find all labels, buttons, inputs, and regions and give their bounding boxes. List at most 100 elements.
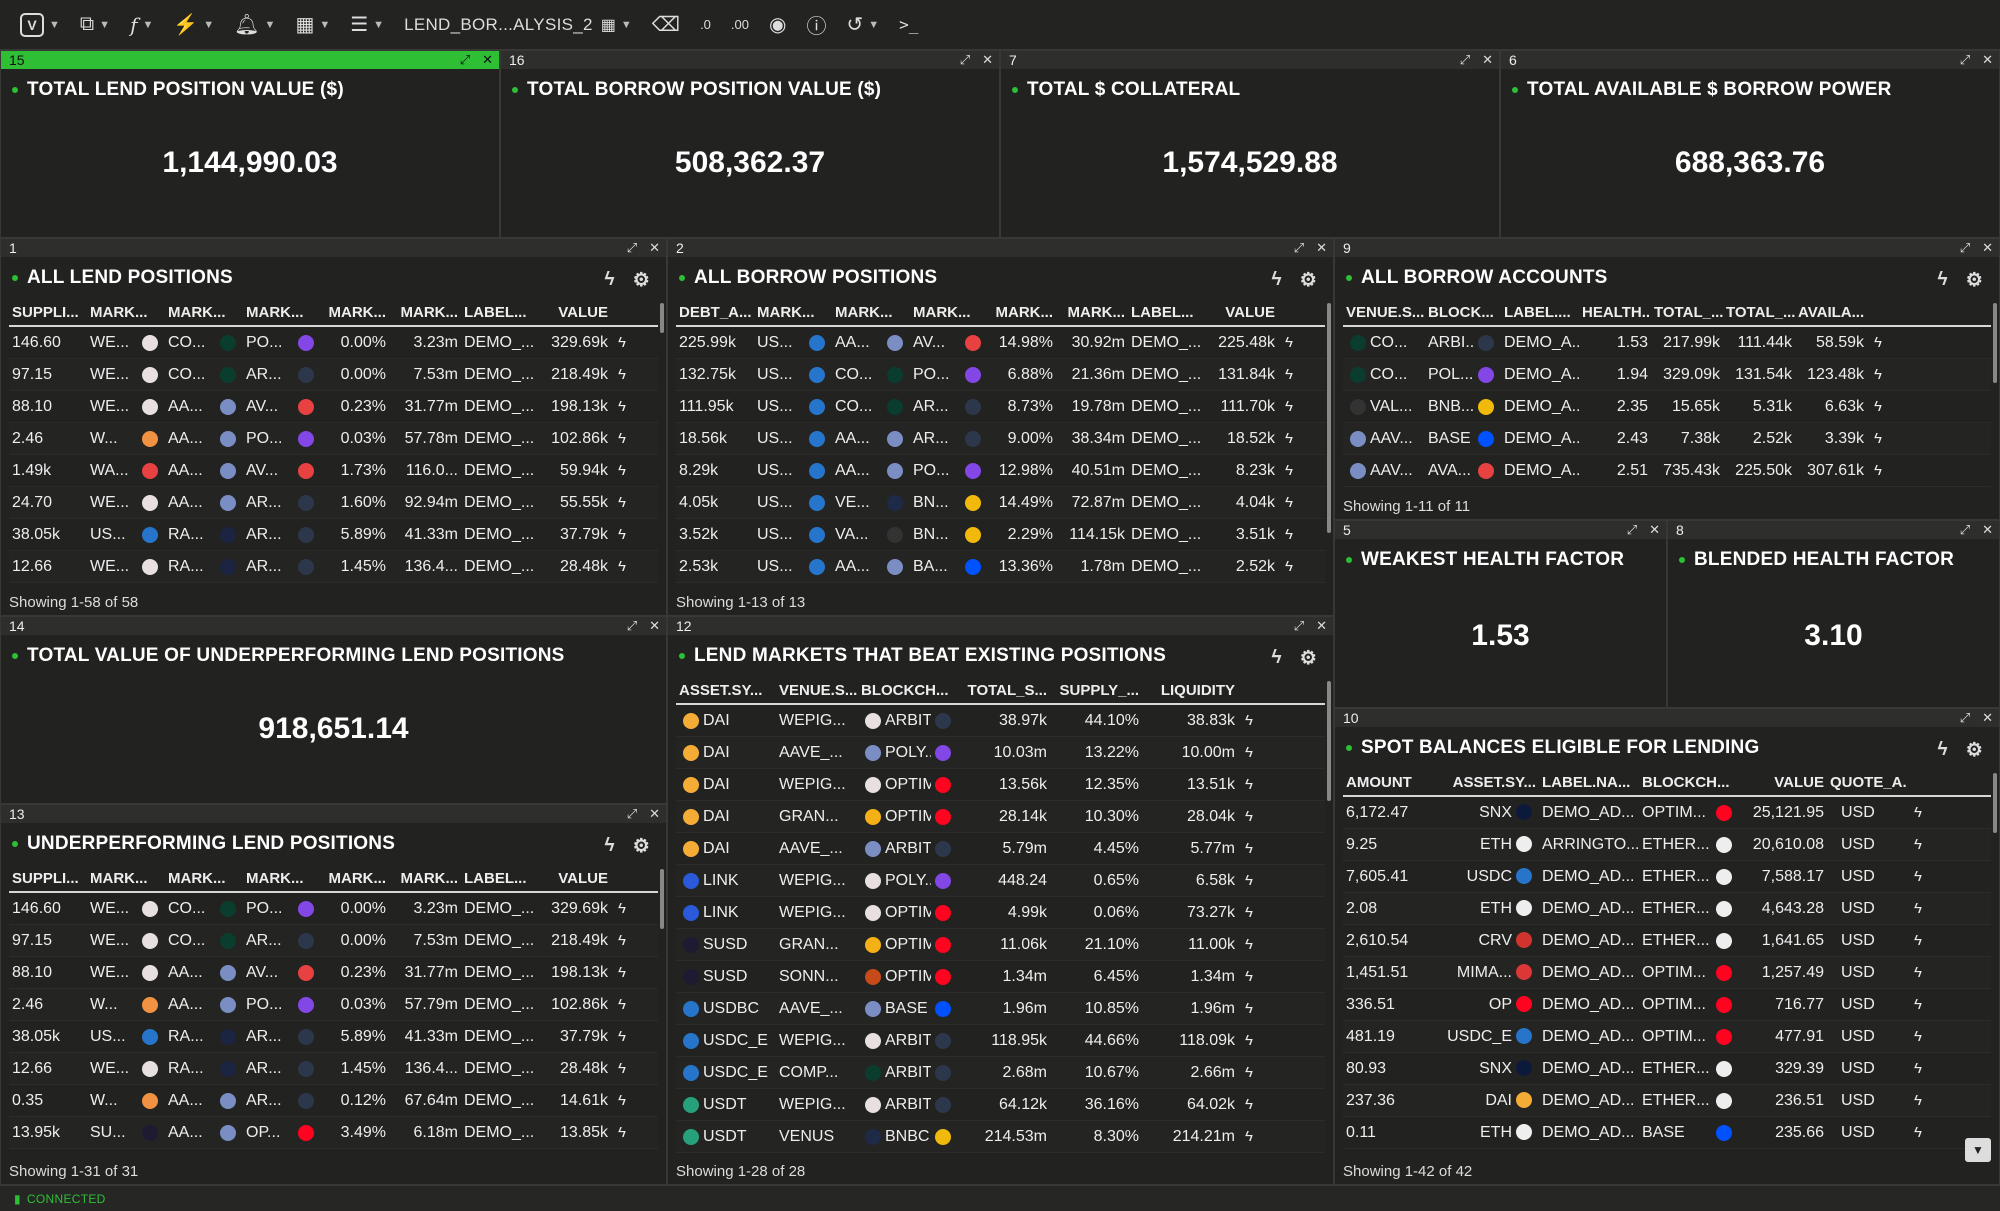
- app-menu-button[interactable]: V ▼: [10, 0, 70, 50]
- table-row[interactable]: 0.11 ETH DEMO_AD... BASE 235.66 USD ϟ: [1343, 1117, 1991, 1149]
- table-row[interactable]: DAI WEPIG... OPTIM... 13.56k 12.35% 13.51k ϟ: [676, 769, 1325, 801]
- table-row[interactable]: 336.51 OP DEMO_AD... OPTIM... 716.77 USD ϟ: [1343, 989, 1991, 1021]
- expand-icon[interactable]: ⤢: [959, 52, 971, 67]
- row-action-lightning-icon[interactable]: ϟ: [1245, 1128, 1253, 1145]
- row-action-lightning-icon[interactable]: ϟ: [1914, 836, 1922, 853]
- table-row[interactable]: 0.35 W... AA... AR... 0.12% 67.64m DEMO_... 14.…: [9, 1085, 658, 1117]
- column-header[interactable]: LABEL....: [1504, 303, 1571, 321]
- row-action-lightning-icon[interactable]: ϟ: [1914, 1028, 1922, 1045]
- close-icon[interactable]: ✕: [1982, 240, 1993, 255]
- column-header[interactable]: VALUE: [558, 303, 608, 321]
- row-action-lightning-icon[interactable]: ϟ: [1245, 1000, 1253, 1017]
- lightning-icon[interactable]: ϟ: [604, 835, 615, 856]
- row-action-lightning-icon[interactable]: ϟ: [618, 932, 626, 949]
- row-action-lightning-icon[interactable]: ϟ: [1245, 968, 1253, 985]
- row-action-lightning-icon[interactable]: ϟ: [1245, 712, 1253, 729]
- scroll-down-button[interactable]: ▼: [1965, 1138, 1991, 1162]
- table-row[interactable]: VAL... BNB... DEMO_A... 2.35 15.65k 5.31k 6.63…: [1343, 391, 1991, 423]
- table-row[interactable]: 97.15 WE... CO... AR... 0.00% 7.53m DEMO_... 21…: [9, 359, 658, 391]
- column-header[interactable]: MARK...: [995, 303, 1054, 321]
- row-action-lightning-icon[interactable]: ϟ: [618, 430, 626, 447]
- gear-icon[interactable]: ⚙: [1965, 270, 1983, 291]
- table-row[interactable]: 7,605.41 USDC DEMO_AD... ETHER... 7,588.17 US…: [1343, 861, 1991, 893]
- table-row[interactable]: 111.95k US... CO... AR... 8.73% 19.78m DEMO_..…: [676, 391, 1325, 423]
- column-header[interactable]: MARK...: [1067, 303, 1126, 321]
- table-row[interactable]: 2,610.54 CRV DEMO_AD... ETHER... 1,641.65 USD…: [1343, 925, 1991, 957]
- table-row[interactable]: USDC_E WEPIG... ARBIT... 118.95k 44.66% 118.0…: [676, 1025, 1325, 1057]
- column-header[interactable]: TOTAL_...: [1726, 303, 1795, 321]
- table-row[interactable]: 237.36 DAI DEMO_AD... ETHER... 236.51 USD ϟ: [1343, 1085, 1991, 1117]
- close-icon[interactable]: ✕: [1649, 522, 1660, 537]
- table-row[interactable]: 38.05k US... RA... AR... 5.89% 41.33m DEMO_...…: [9, 519, 658, 551]
- scrollbar[interactable]: [660, 303, 664, 333]
- expand-icon[interactable]: ⤢: [626, 240, 638, 255]
- terminal-button[interactable]: >_: [889, 0, 928, 50]
- table-row[interactable]: CO... POL... DEMO_A... 1.94 329.09k 131.54k 12…: [1343, 359, 1991, 391]
- table-row[interactable]: 146.60 WE... CO... PO... 0.00% 3.23m DEMO_... 3…: [9, 327, 658, 359]
- column-header[interactable]: HEALTH...: [1582, 303, 1651, 321]
- gear-icon[interactable]: ⚙: [1299, 648, 1317, 669]
- table-row[interactable]: AAV... BASE DEMO_A... 2.43 7.38k 2.52k 3.39k ϟ: [1343, 423, 1991, 455]
- table-row[interactable]: 12.66 WE... RA... AR... 1.45% 136.4... DEMO_..…: [9, 1053, 658, 1085]
- table-row[interactable]: 2.53k US... AA... BA... 13.36% 1.78m DEMO_... 2…: [676, 551, 1325, 583]
- close-icon[interactable]: ✕: [1982, 522, 1993, 537]
- row-action-lightning-icon[interactable]: ϟ: [618, 558, 626, 575]
- table-row[interactable]: DAI GRAN... OPTIM... 28.14k 10.30% 28.04k ϟ: [676, 801, 1325, 833]
- table-row[interactable]: 2.46 W... AA... PO... 0.03% 57.78m DEMO_... 102…: [9, 423, 658, 455]
- row-action-lightning-icon[interactable]: ϟ: [1245, 872, 1253, 889]
- table-row[interactable]: 80.93 SNX DEMO_AD... ETHER... 329.39 USD ϟ: [1343, 1053, 1991, 1085]
- row-action-lightning-icon[interactable]: ϟ: [1914, 996, 1922, 1013]
- column-header[interactable]: VENUE.S...: [1346, 303, 1425, 321]
- table-row[interactable]: 225.99k US... AA... AV... 14.98% 30.92m DEMO_.…: [676, 327, 1325, 359]
- row-action-lightning-icon[interactable]: ϟ: [618, 1092, 626, 1109]
- expand-icon[interactable]: ⤢: [626, 806, 638, 821]
- column-header[interactable]: VALUE: [1225, 303, 1275, 321]
- table-row[interactable]: 1,451.51 MIMA... DEMO_AD... OPTIM... 1,257.4…: [1343, 957, 1991, 989]
- column-header[interactable]: ASSET.SY...: [679, 681, 763, 699]
- actions-menu-button[interactable]: ⚡ ▼: [163, 0, 224, 50]
- table-row[interactable]: 1.49k WA... AA... AV... 1.73% 116.0... DEMO_..…: [9, 455, 658, 487]
- column-header[interactable]: TOTAL_...: [1654, 303, 1723, 321]
- expand-icon[interactable]: ⤢: [1459, 52, 1471, 67]
- gear-icon[interactable]: ⚙: [632, 836, 650, 857]
- table-row[interactable]: 97.15 WE... CO... AR... 0.00% 7.53m DEMO_... 21…: [9, 925, 658, 957]
- lightning-icon[interactable]: ϟ: [1271, 647, 1282, 668]
- table-row[interactable]: 88.10 WE... AA... AV... 0.23% 31.77m DEMO_... 1…: [9, 391, 658, 423]
- row-action-lightning-icon[interactable]: ϟ: [618, 964, 626, 981]
- close-icon[interactable]: ✕: [649, 806, 660, 821]
- expand-icon[interactable]: ⤢: [1293, 240, 1305, 255]
- table-row[interactable]: USDC_E COMP... ARBIT... 2.68m 10.67% 2.66m ϟ: [676, 1057, 1325, 1089]
- table-row[interactable]: 481.19 USDC_E DEMO_AD... OPTIM... 477.91 USD ϟ: [1343, 1021, 1991, 1053]
- row-action-lightning-icon[interactable]: ϟ: [1245, 776, 1253, 793]
- table-row[interactable]: CO... ARBI... DEMO_A... 1.53 217.99k 111.44k 5…: [1343, 327, 1991, 359]
- decrease-decimals-button[interactable]: .0: [690, 0, 721, 50]
- eraser-button[interactable]: ⌫: [642, 0, 690, 50]
- layout-menu-button[interactable]: ⧉ ▼: [70, 0, 120, 50]
- view-button[interactable]: ◉: [759, 0, 796, 50]
- row-action-lightning-icon[interactable]: ϟ: [618, 494, 626, 511]
- row-action-lightning-icon[interactable]: ϟ: [1285, 494, 1293, 511]
- scrollbar[interactable]: [1327, 681, 1331, 801]
- row-action-lightning-icon[interactable]: ϟ: [1245, 904, 1253, 921]
- row-action-lightning-icon[interactable]: ϟ: [1914, 868, 1922, 885]
- column-header[interactable]: BLOCKCH...: [1642, 773, 1730, 791]
- row-action-lightning-icon[interactable]: ϟ: [1874, 430, 1882, 447]
- scrollbar[interactable]: [1327, 303, 1331, 533]
- expand-icon[interactable]: ⤢: [626, 618, 638, 633]
- close-icon[interactable]: ✕: [649, 618, 660, 633]
- lightning-icon[interactable]: ϟ: [1271, 269, 1282, 290]
- column-header[interactable]: MARK...: [246, 869, 304, 887]
- column-header[interactable]: SUPPLY_...: [1059, 681, 1139, 699]
- row-action-lightning-icon[interactable]: ϟ: [1285, 398, 1293, 415]
- table-row[interactable]: 9.25 ETH ARRINGTO... ETHER... 20,610.08 USD ϟ: [1343, 829, 1991, 861]
- column-header[interactable]: MARK...: [757, 303, 815, 321]
- row-action-lightning-icon[interactable]: ϟ: [1245, 840, 1253, 857]
- row-action-lightning-icon[interactable]: ϟ: [1285, 462, 1293, 479]
- row-action-lightning-icon[interactable]: ϟ: [1285, 430, 1293, 447]
- table-row[interactable]: 6,172.47 SNX DEMO_AD... OPTIM... 25,121.95 US…: [1343, 797, 1991, 829]
- document-menu-button[interactable]: ☰ ▼: [340, 0, 394, 50]
- column-header[interactable]: MARK...: [90, 869, 148, 887]
- column-header[interactable]: MARK...: [90, 303, 148, 321]
- lightning-icon[interactable]: ϟ: [604, 269, 615, 290]
- table-row[interactable]: 88.10 WE... AA... AV... 0.23% 31.77m DEMO_... 1…: [9, 957, 658, 989]
